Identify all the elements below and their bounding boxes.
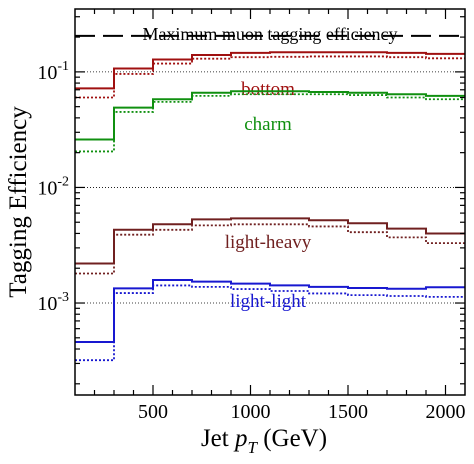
x-tick-label: 500 <box>138 401 168 423</box>
series-light-heavy-solid <box>75 217 465 265</box>
y-tick-label: 10-2 <box>37 174 69 199</box>
max-efficiency-label: Maximum muon tagging efficiency <box>142 24 397 44</box>
series-label-light-heavy: light-heavy <box>225 232 312 253</box>
series-light-light-dotted <box>75 284 465 362</box>
x-axis-label: Jet pT (GeV) <box>201 425 327 457</box>
series-bottom-solid <box>75 51 465 90</box>
series-label-bottom: bottom <box>241 79 295 100</box>
series-label-charm: charm <box>244 114 292 135</box>
series-light-heavy-dotted <box>75 223 465 275</box>
y-tick-label: 10-1 <box>37 59 69 84</box>
y-tick-label: 10-3 <box>37 290 69 315</box>
series-charm-solid <box>75 90 465 141</box>
x-tick-label: 1500 <box>328 401 368 423</box>
y-axis-label: Tagging Efficiency <box>5 106 32 298</box>
series-label-light-light: light-light <box>230 291 307 312</box>
plot-frame <box>74 8 466 396</box>
series-light-light-solid <box>75 279 465 343</box>
x-tick-label: 2000 <box>426 401 466 423</box>
x-tick-label: 1000 <box>231 401 271 423</box>
series-bottom-dotted <box>75 55 465 99</box>
series-charm-dotted <box>75 93 465 153</box>
